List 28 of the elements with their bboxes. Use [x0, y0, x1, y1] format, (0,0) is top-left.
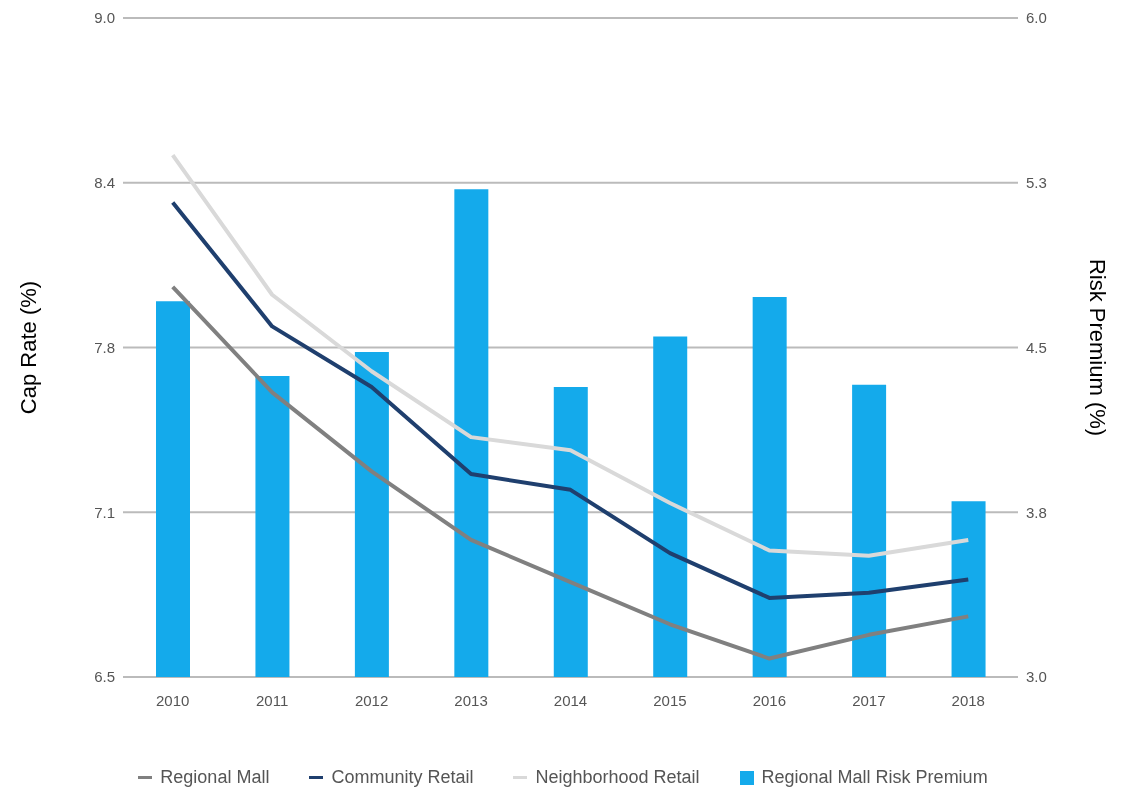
x-tick-label: 2017: [852, 691, 886, 709]
legend-label: Regional Mall Risk Premium: [760, 767, 988, 788]
x-tick-label: 2018: [951, 691, 985, 709]
legend-label: Regional Mall: [159, 767, 270, 788]
y2-tick-label: 6.0: [1026, 9, 1047, 27]
y2-tick-label: 3.8: [1026, 503, 1047, 521]
y-tick-label: 8.4: [94, 174, 115, 192]
x-tick-label: 2012: [354, 691, 389, 709]
y-tick-label: 7.1: [94, 503, 115, 521]
y-tick-label: 9.0: [94, 9, 115, 27]
x-tick-label: 2010: [156, 691, 190, 709]
y2-axis-title: Risk Premium (%): [1085, 258, 1111, 437]
legend-label: Community Retail: [330, 767, 474, 788]
x-tick-label: 2016: [752, 691, 787, 709]
legend-label: Neighborhood Retail: [534, 767, 700, 788]
x-tick-label: 2015: [653, 691, 687, 709]
line-series: [170, 153, 971, 558]
line-series: [170, 200, 971, 600]
x-tick-label: 2011: [256, 691, 289, 709]
x-tick-label: 2013: [454, 691, 488, 709]
y2-tick-label: 4.5: [1026, 338, 1047, 356]
y-tick-label: 7.8: [94, 338, 115, 356]
y-tick-label: 6.5: [94, 668, 115, 686]
y-axis-title: Cap Rate (%): [15, 280, 41, 415]
y2-tick-label: 5.3: [1026, 174, 1047, 192]
line-series: [170, 284, 971, 661]
y2-tick-label: 3.0: [1026, 668, 1047, 686]
x-tick-label: 2014: [553, 691, 588, 709]
